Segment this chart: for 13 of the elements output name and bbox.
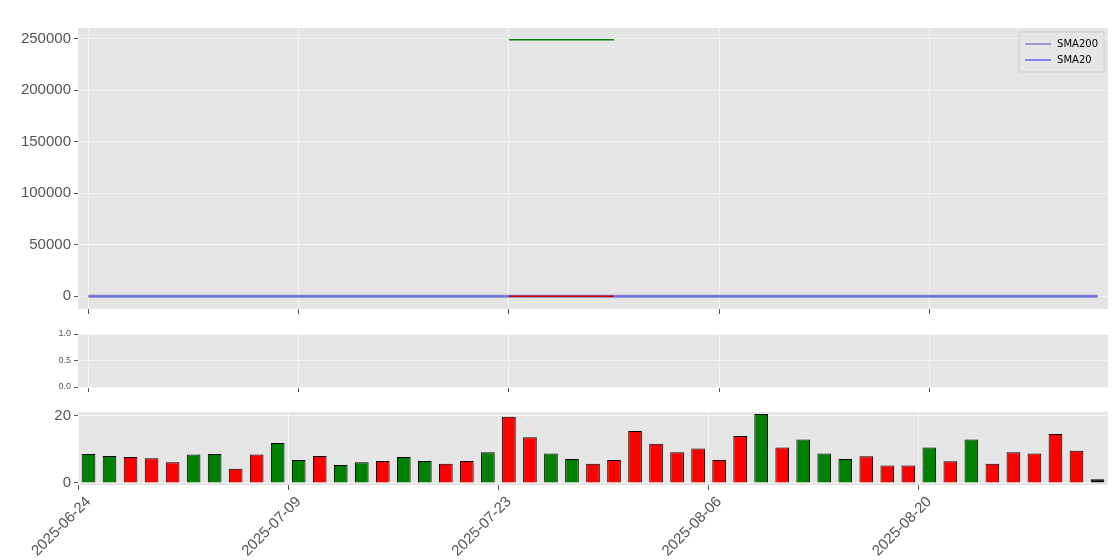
y-tick-label: 50000 <box>29 234 71 252</box>
y-tick-label: 0 <box>62 286 71 304</box>
y-tick-label: 1.0 <box>58 328 71 339</box>
y-tick-label: 0.0 <box>58 381 71 392</box>
y-tick-label: 20 <box>54 405 71 423</box>
y-tick-label: 0.5 <box>58 354 71 365</box>
y-tick-label: 200000 <box>20 80 71 98</box>
y-tick-label: 150000 <box>20 131 71 149</box>
y-tick-label: 100000 <box>20 183 71 201</box>
legend-label: SMA20 <box>1057 53 1092 65</box>
y-tick-label: 250000 <box>20 28 71 46</box>
legend-label: SMA200 <box>1057 37 1098 49</box>
y-tick-label: 0 <box>62 473 71 491</box>
